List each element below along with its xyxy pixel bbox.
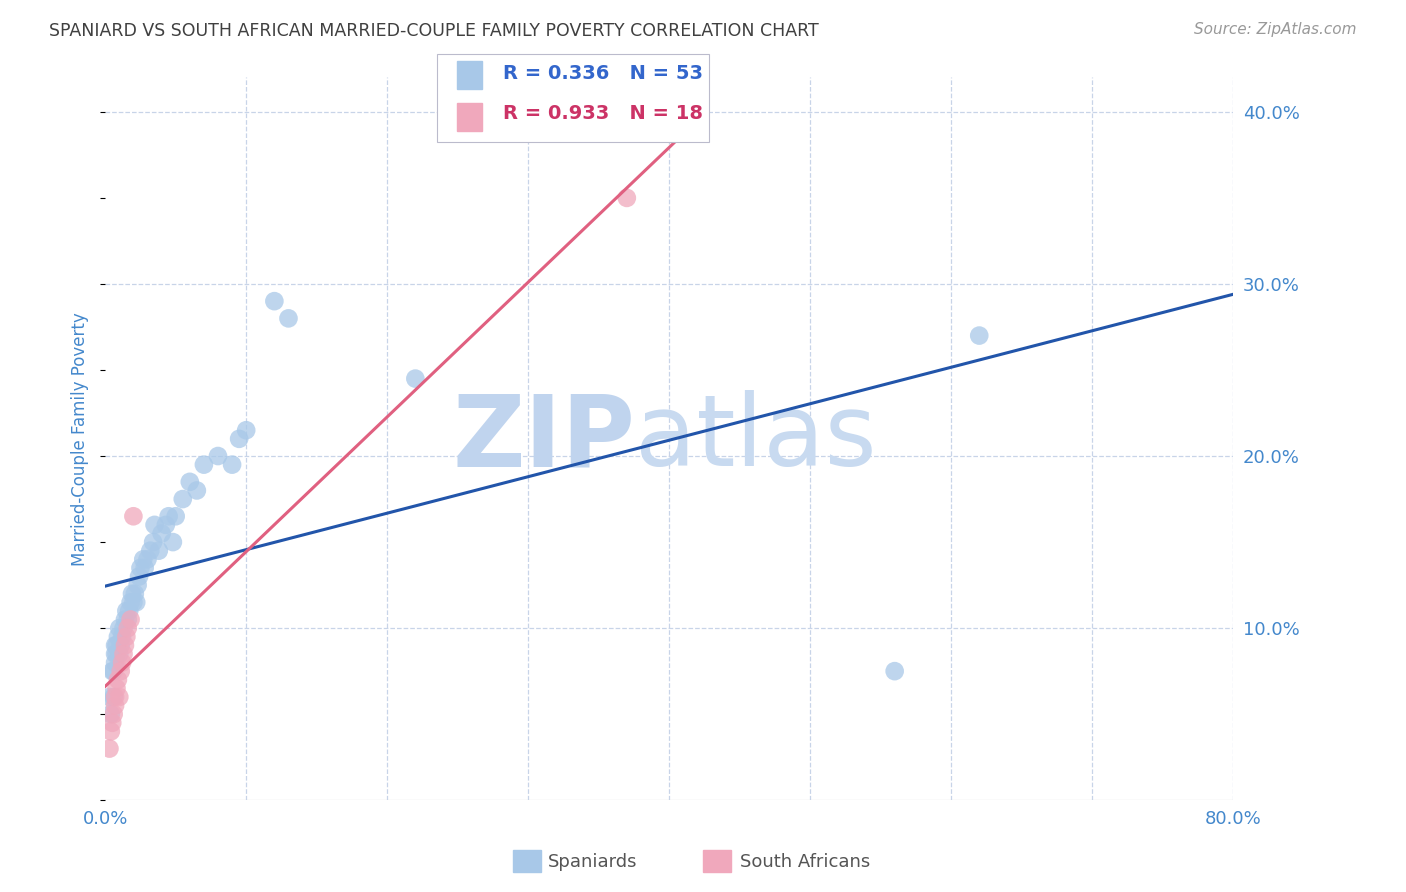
- Point: [105, 647, 128, 661]
- Point: [98, 741, 121, 756]
- Point: [101, 664, 124, 678]
- Point: [134, 561, 156, 575]
- Point: [235, 423, 257, 437]
- Point: [98, 690, 121, 704]
- Point: [108, 647, 131, 661]
- Text: SPANIARD VS SOUTH AFRICAN MARRIED-COUPLE FAMILY POVERTY CORRELATION CHART: SPANIARD VS SOUTH AFRICAN MARRIED-COUPLE…: [49, 22, 818, 40]
- Point: [142, 535, 165, 549]
- Point: [111, 656, 134, 670]
- Point: [179, 475, 201, 489]
- Point: [125, 595, 148, 609]
- Point: [127, 578, 149, 592]
- Text: R = 0.336   N = 53: R = 0.336 N = 53: [503, 63, 703, 83]
- Point: [108, 690, 131, 704]
- Point: [114, 638, 136, 652]
- Point: [118, 604, 141, 618]
- Point: [165, 509, 187, 524]
- Point: [136, 552, 159, 566]
- Point: [143, 517, 166, 532]
- Point: [150, 526, 173, 541]
- Point: [129, 561, 152, 575]
- Point: [115, 604, 138, 618]
- Point: [105, 681, 128, 696]
- Text: South Africans: South Africans: [740, 853, 870, 871]
- Point: [110, 664, 132, 678]
- Point: [162, 535, 184, 549]
- Point: [105, 638, 128, 652]
- Point: [117, 621, 139, 635]
- Point: [103, 707, 125, 722]
- Point: [104, 690, 127, 704]
- Point: [112, 647, 135, 661]
- Text: Source: ZipAtlas.com: Source: ZipAtlas.com: [1194, 22, 1357, 37]
- Point: [967, 328, 990, 343]
- Point: [157, 509, 180, 524]
- Point: [120, 613, 142, 627]
- Point: [263, 294, 285, 309]
- Point: [100, 707, 122, 722]
- Point: [122, 509, 145, 524]
- Point: [128, 569, 150, 583]
- Point: [186, 483, 208, 498]
- Point: [132, 552, 155, 566]
- Point: [148, 543, 170, 558]
- Point: [207, 449, 229, 463]
- Text: Spaniards: Spaniards: [548, 853, 638, 871]
- Point: [103, 690, 125, 704]
- Point: [104, 698, 127, 713]
- Point: [107, 673, 129, 687]
- Point: [108, 621, 131, 635]
- Point: [172, 491, 194, 506]
- Point: [883, 664, 905, 678]
- Point: [103, 664, 125, 678]
- Point: [155, 517, 177, 532]
- Point: [104, 656, 127, 670]
- Point: [111, 630, 134, 644]
- Point: [112, 621, 135, 635]
- Point: [193, 458, 215, 472]
- Point: [228, 432, 250, 446]
- Point: [221, 458, 243, 472]
- Point: [120, 595, 142, 609]
- Point: [139, 543, 162, 558]
- Point: [277, 311, 299, 326]
- Point: [122, 595, 145, 609]
- Text: ZIP: ZIP: [453, 391, 636, 487]
- Y-axis label: Married-Couple Family Poverty: Married-Couple Family Poverty: [72, 312, 89, 566]
- Point: [100, 724, 122, 739]
- Point: [124, 587, 146, 601]
- Point: [104, 647, 127, 661]
- Point: [404, 371, 426, 385]
- Point: [115, 630, 138, 644]
- Text: R = 0.933   N = 18: R = 0.933 N = 18: [503, 103, 703, 123]
- Point: [110, 638, 132, 652]
- Point: [616, 191, 638, 205]
- Point: [107, 630, 129, 644]
- Point: [101, 715, 124, 730]
- Text: atlas: atlas: [636, 391, 877, 487]
- Point: [117, 613, 139, 627]
- Point: [104, 638, 127, 652]
- Point: [121, 587, 143, 601]
- Point: [114, 613, 136, 627]
